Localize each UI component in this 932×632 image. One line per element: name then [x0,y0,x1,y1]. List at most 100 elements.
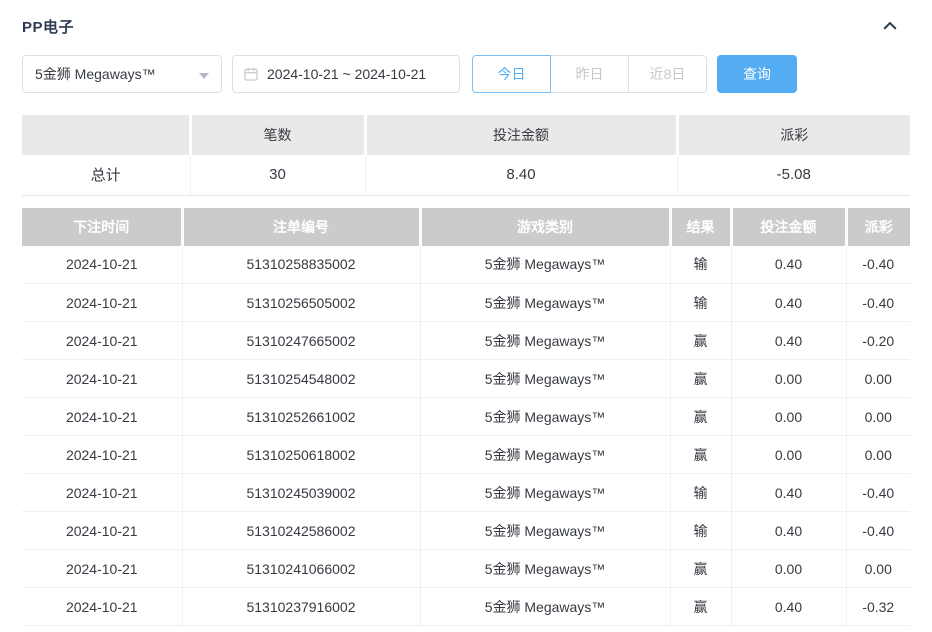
order-id-cell: 51310245039002 [182,473,421,512]
result-cell: 赢 [670,587,732,626]
order-id-cell: 51310252661002 [182,397,421,436]
quick-button-yesterday-label: 昨日 [575,66,604,82]
game-type-cell: 5金狮 Megaways™ [420,587,671,626]
bet-amount-cell: 0.00 [731,397,847,436]
table-row: 2024-10-21 51310245039002 5金狮 Megaways™ 输 0.… [22,473,910,512]
order-id-cell: 51310242586002 [182,511,421,550]
bet-amount-cell: 0.40 [731,473,847,512]
order-id-cell: 51310247665002 [182,321,421,360]
quick-button-yesterday[interactable]: 昨日 [550,55,629,93]
records-col-order-id: 注单编号 [182,207,422,246]
records-table-body: 2024-10-21 51310258835002 5金狮 Megaways™ 输 0.… [22,245,910,626]
game-type-cell: 5金狮 Megaways™ [420,511,671,550]
bet-amount-cell: 0.40 [731,321,847,360]
summary-col-empty [22,115,192,155]
summary-table: 笔数 投注金额 派彩 总计 30 8.40 -5.08 [22,115,910,196]
game-type-cell: 5金狮 Megaways™ [420,321,671,360]
bet-amount-cell: 0.40 [731,511,847,550]
result-cell: 赢 [670,549,732,588]
bet-time-cell: 2024-10-21 [22,549,183,588]
table-row: 2024-10-21 51310241066002 5金狮 Megaways™ 赢 0.… [22,549,910,588]
records-col-bet-time: 下注时间 [22,207,184,246]
result-cell: 输 [670,511,732,550]
order-id-cell: 51310256505002 [182,283,421,322]
result-cell: 赢 [670,321,732,360]
quick-date-button-group: 今日 昨日 近8日 [472,55,707,93]
game-type-cell: 5金狮 Megaways™ [420,359,671,398]
result-cell: 输 [670,473,732,512]
bet-time-cell: 2024-10-21 [22,245,183,284]
payout-cell: 0.00 [846,435,910,474]
summary-col-bet-amount: 投注金额 [365,115,679,155]
payout-cell: -0.40 [846,473,910,512]
summary-total-bet-amount: 8.40 [365,155,678,196]
bet-time-cell: 2024-10-21 [22,435,183,474]
order-id-cell: 51310250618002 [182,435,421,474]
result-cell: 输 [670,283,732,322]
game-select[interactable]: 5金狮 Megaways™ [22,55,222,93]
table-row: 2024-10-21 51310250618002 5金狮 Megaways™ 赢 0.… [22,435,910,474]
panel-title: PP电子 [22,18,75,36]
summary-total-row: 总计 30 8.40 -5.08 [22,155,910,196]
game-type-cell: 5金狮 Megaways™ [420,397,671,436]
calendar-icon [243,66,259,82]
filter-bar: 5金狮 Megaways™ 2024-10-21 ~ 2024-10-21 今日… [22,55,910,93]
payout-cell: -0.32 [846,587,910,626]
quick-button-today[interactable]: 今日 [472,55,551,93]
game-type-cell: 5金狮 Megaways™ [420,435,671,474]
records-header-row: 下注时间 注单编号 游戏类别 结果 投注金额 派彩 [22,207,910,246]
quick-button-last8days-label: 近8日 [649,66,686,82]
records-table: 下注时间 注单编号 游戏类别 结果 投注金额 派彩 2024-10-21 5131… [22,207,910,626]
summary-col-count: 笔数 [190,115,367,155]
bet-time-cell: 2024-10-21 [22,511,183,550]
game-type-cell: 5金狮 Megaways™ [420,549,671,588]
table-row: 2024-10-21 51310252661002 5金狮 Megaways™ 赢 0.… [22,397,910,436]
order-id-cell: 51310237916002 [182,587,421,626]
collapse-panel-button[interactable] [878,14,902,38]
panel-header: PP电子 [22,14,910,38]
game-type-cell: 5金狮 Megaways™ [420,473,671,512]
table-row: 2024-10-21 51310237916002 5金狮 Megaways™ 赢 0.… [22,587,910,626]
records-col-payout: 派彩 [846,207,910,246]
records-col-game-type: 游戏类别 [420,207,672,246]
summary-total-label: 总计 [22,155,191,196]
bet-amount-cell: 0.40 [731,587,847,626]
order-id-cell: 51310241066002 [182,549,421,588]
table-row: 2024-10-21 51310256505002 5金狮 Megaways™ 输 0.… [22,283,910,322]
payout-cell: 0.00 [846,549,910,588]
payout-cell: 0.00 [846,359,910,398]
chevron-down-icon [199,73,209,79]
chevron-up-icon [881,17,899,35]
records-col-result: 结果 [670,207,733,246]
result-cell: 输 [670,245,732,284]
order-id-cell: 51310258835002 [182,245,421,284]
bet-amount-cell: 0.00 [731,435,847,474]
game-type-cell: 5金狮 Megaways™ [420,283,671,322]
summary-header-row: 笔数 投注金额 派彩 [22,115,910,155]
payout-cell: -0.40 [846,283,910,322]
payout-cell: -0.40 [846,245,910,284]
date-range-value: 2024-10-21 ~ 2024-10-21 [267,66,427,82]
order-id-cell: 51310254548002 [182,359,421,398]
summary-col-payout: 派彩 [677,115,910,155]
bet-amount-cell: 0.00 [731,359,847,398]
game-select-value: 5金狮 Megaways™ [35,66,156,82]
quick-button-last8days[interactable]: 近8日 [628,55,707,93]
game-type-cell: 5金狮 Megaways™ [420,245,671,284]
result-cell: 赢 [670,359,732,398]
table-row: 2024-10-21 51310258835002 5金狮 Megaways™ 输 0.… [22,245,910,284]
table-row: 2024-10-21 51310242586002 5金狮 Megaways™ 输 0.… [22,511,910,550]
bet-time-cell: 2024-10-21 [22,359,183,398]
payout-cell: -0.40 [846,511,910,550]
bet-amount-cell: 0.00 [731,549,847,588]
summary-total-payout: -5.08 [677,155,910,196]
bet-time-cell: 2024-10-21 [22,587,183,626]
search-button[interactable]: 查询 [717,55,797,93]
date-range-input[interactable]: 2024-10-21 ~ 2024-10-21 [232,55,460,93]
payout-cell: 0.00 [846,397,910,436]
result-cell: 赢 [670,435,732,474]
records-col-bet-amount: 投注金额 [731,207,848,246]
bet-time-cell: 2024-10-21 [22,473,183,512]
bet-time-cell: 2024-10-21 [22,397,183,436]
